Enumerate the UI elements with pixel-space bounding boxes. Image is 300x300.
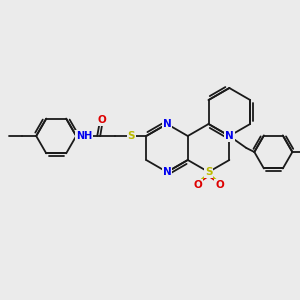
Text: O: O — [215, 180, 224, 190]
Text: N: N — [163, 167, 171, 177]
Text: S: S — [205, 167, 212, 177]
Text: N: N — [225, 131, 234, 141]
Text: S: S — [128, 131, 135, 141]
Text: O: O — [193, 180, 202, 190]
Text: N: N — [163, 119, 171, 129]
Text: O: O — [98, 115, 106, 125]
Text: NH: NH — [76, 131, 92, 141]
